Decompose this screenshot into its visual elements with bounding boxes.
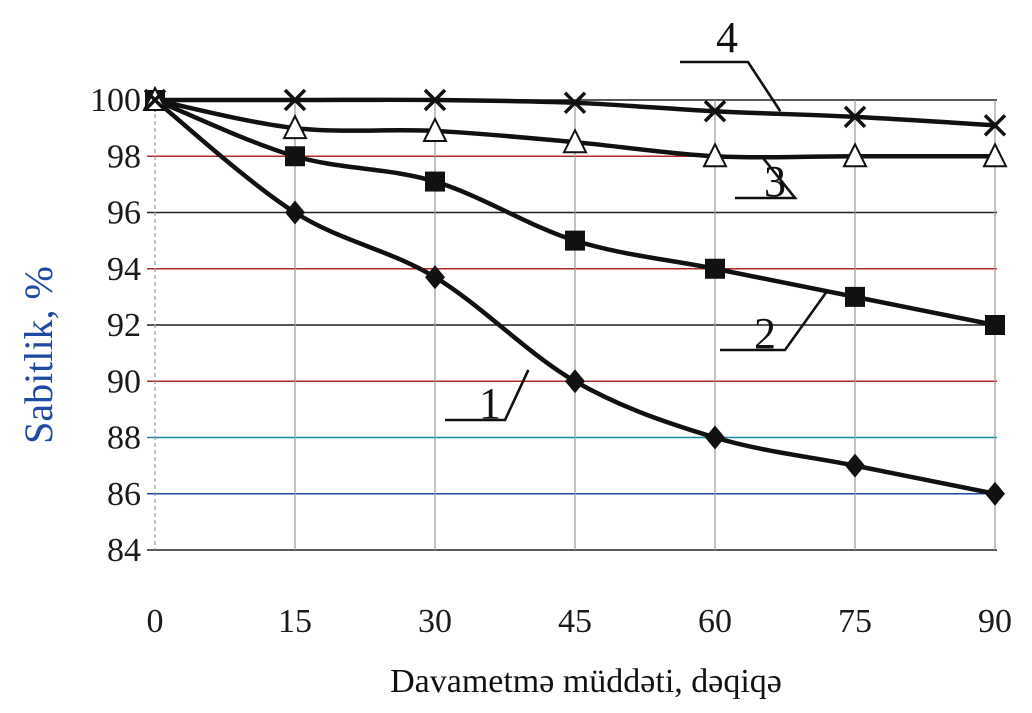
curve-labels: 1 2 3 4 [445, 13, 829, 428]
curve-label-leader [680, 60, 782, 112]
x-tick-label: 30 [418, 603, 452, 640]
tick-labels: 84 86 88 90 92 94 96 98 100 0 15 30 45 60 75 90 [90, 82, 1012, 640]
data-point-square [565, 230, 585, 251]
series-markers [142, 85, 1008, 506]
x-tick-label: 0 [147, 603, 164, 640]
data-point-triangle [842, 142, 868, 168]
data-point-x [703, 100, 727, 123]
x-axis-title: Davametmə müddəti, dəqiqə [390, 663, 782, 700]
grid [147, 99, 997, 551]
data-point-square [845, 286, 865, 307]
curve-label-leader [720, 290, 829, 352]
y-tick-label: 98 [107, 138, 141, 175]
y-tick-label: 92 [107, 307, 141, 344]
data-point-triangle [282, 113, 308, 140]
x-tick-label: 90 [978, 603, 1012, 640]
data-point-x [423, 88, 447, 112]
y-tick-label: 86 [107, 476, 141, 513]
curve-label-leader [735, 155, 798, 200]
y-tick-label: 100 [90, 82, 141, 119]
y-tick-label: 88 [107, 420, 141, 457]
data-point-x [983, 114, 1007, 137]
data-point-triangle [982, 142, 1008, 168]
data-point-square [425, 171, 445, 192]
data-point-triangle [562, 127, 588, 154]
curve-label-3: 3 [764, 157, 786, 206]
x-tick-label: 15 [278, 603, 312, 640]
x-tick-label: 75 [838, 603, 872, 640]
data-point-triangle [702, 142, 728, 168]
curve-label-4: 4 [716, 13, 738, 62]
y-axis-title: Sabitlik, % [16, 266, 61, 444]
data-point-diamond [845, 453, 865, 478]
data-point-diamond [565, 369, 585, 394]
data-point-square [285, 146, 305, 167]
data-point-diamond [425, 265, 445, 290]
curve-label-2: 2 [754, 309, 776, 358]
y-tick-label: 84 [107, 532, 141, 569]
y-tick-label: 94 [107, 251, 141, 288]
data-point-square [985, 315, 1005, 335]
data-point-triangle [422, 116, 448, 142]
data-point-square [705, 258, 725, 279]
data-point-diamond [705, 425, 725, 450]
data-point-x [283, 88, 307, 112]
x-tick-label: 45 [558, 603, 592, 640]
y-tick-label: 96 [107, 195, 141, 232]
y-tick-label: 90 [107, 363, 141, 400]
data-point-x [843, 105, 867, 129]
x-tick-label: 60 [698, 603, 732, 640]
data-point-x [563, 91, 587, 115]
data-point-x [143, 88, 167, 112]
data-point-diamond [985, 481, 1005, 506]
curve-label-1: 1 [479, 379, 501, 428]
data-point-diamond [285, 200, 305, 225]
curve-label-leader [445, 369, 530, 422]
